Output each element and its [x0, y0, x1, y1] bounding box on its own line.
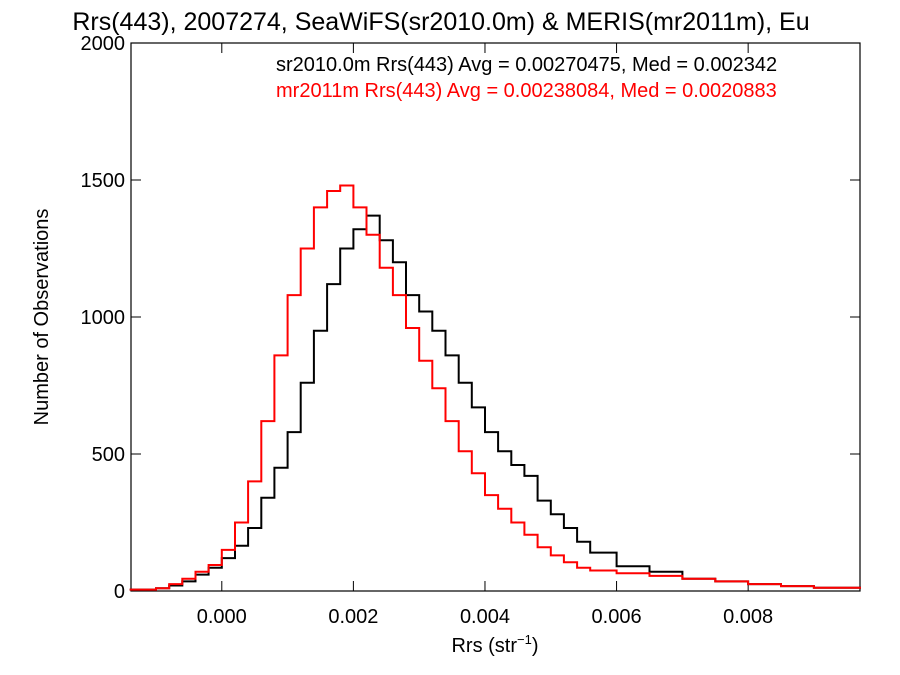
y-tick-label: 500 — [92, 444, 125, 466]
y-tick-label: 2000 — [81, 33, 126, 55]
series-line-mr2011m — [129, 184, 861, 591]
x-axis-label: Rrs (str−1) — [451, 632, 538, 657]
x-axis-label-main: Rrs (str — [451, 635, 517, 657]
y-axis-ticks: 0 500 1000 1500 2000 — [81, 33, 860, 603]
x-axis-label-close: ) — [532, 635, 539, 657]
plot-frame — [130, 42, 861, 592]
x-tick-label: 0.000 — [197, 606, 247, 628]
x-axis-label-superscript: −1 — [517, 632, 532, 647]
legend-entry-sr2010: sr2010.0m Rrs(443) Avg = 0.00270475, Med… — [276, 54, 777, 76]
x-tick-label: 0.008 — [723, 606, 773, 628]
y-tick-label: 1000 — [81, 307, 126, 329]
x-axis-ticks: 0.000 0.002 0.004 0.006 0.008 — [197, 43, 773, 628]
chart-title: Rrs(443), 2007274, SeaWiFS(sr2010.0m) & … — [72, 8, 809, 36]
x-tick-label: 0.002 — [328, 606, 378, 628]
y-tick-label: 1500 — [81, 170, 126, 192]
y-axis-label: Number of Observations — [31, 209, 53, 426]
x-tick-label: 0.006 — [592, 606, 642, 628]
series-layer — [129, 184, 861, 591]
x-tick-label: 0.004 — [460, 606, 510, 628]
legend-entry-mr2011m: mr2011m Rrs(443) Avg = 0.00238084, Med =… — [276, 80, 777, 102]
series-line-sr2010.0m — [129, 214, 861, 591]
y-tick-label: 0 — [114, 581, 125, 603]
